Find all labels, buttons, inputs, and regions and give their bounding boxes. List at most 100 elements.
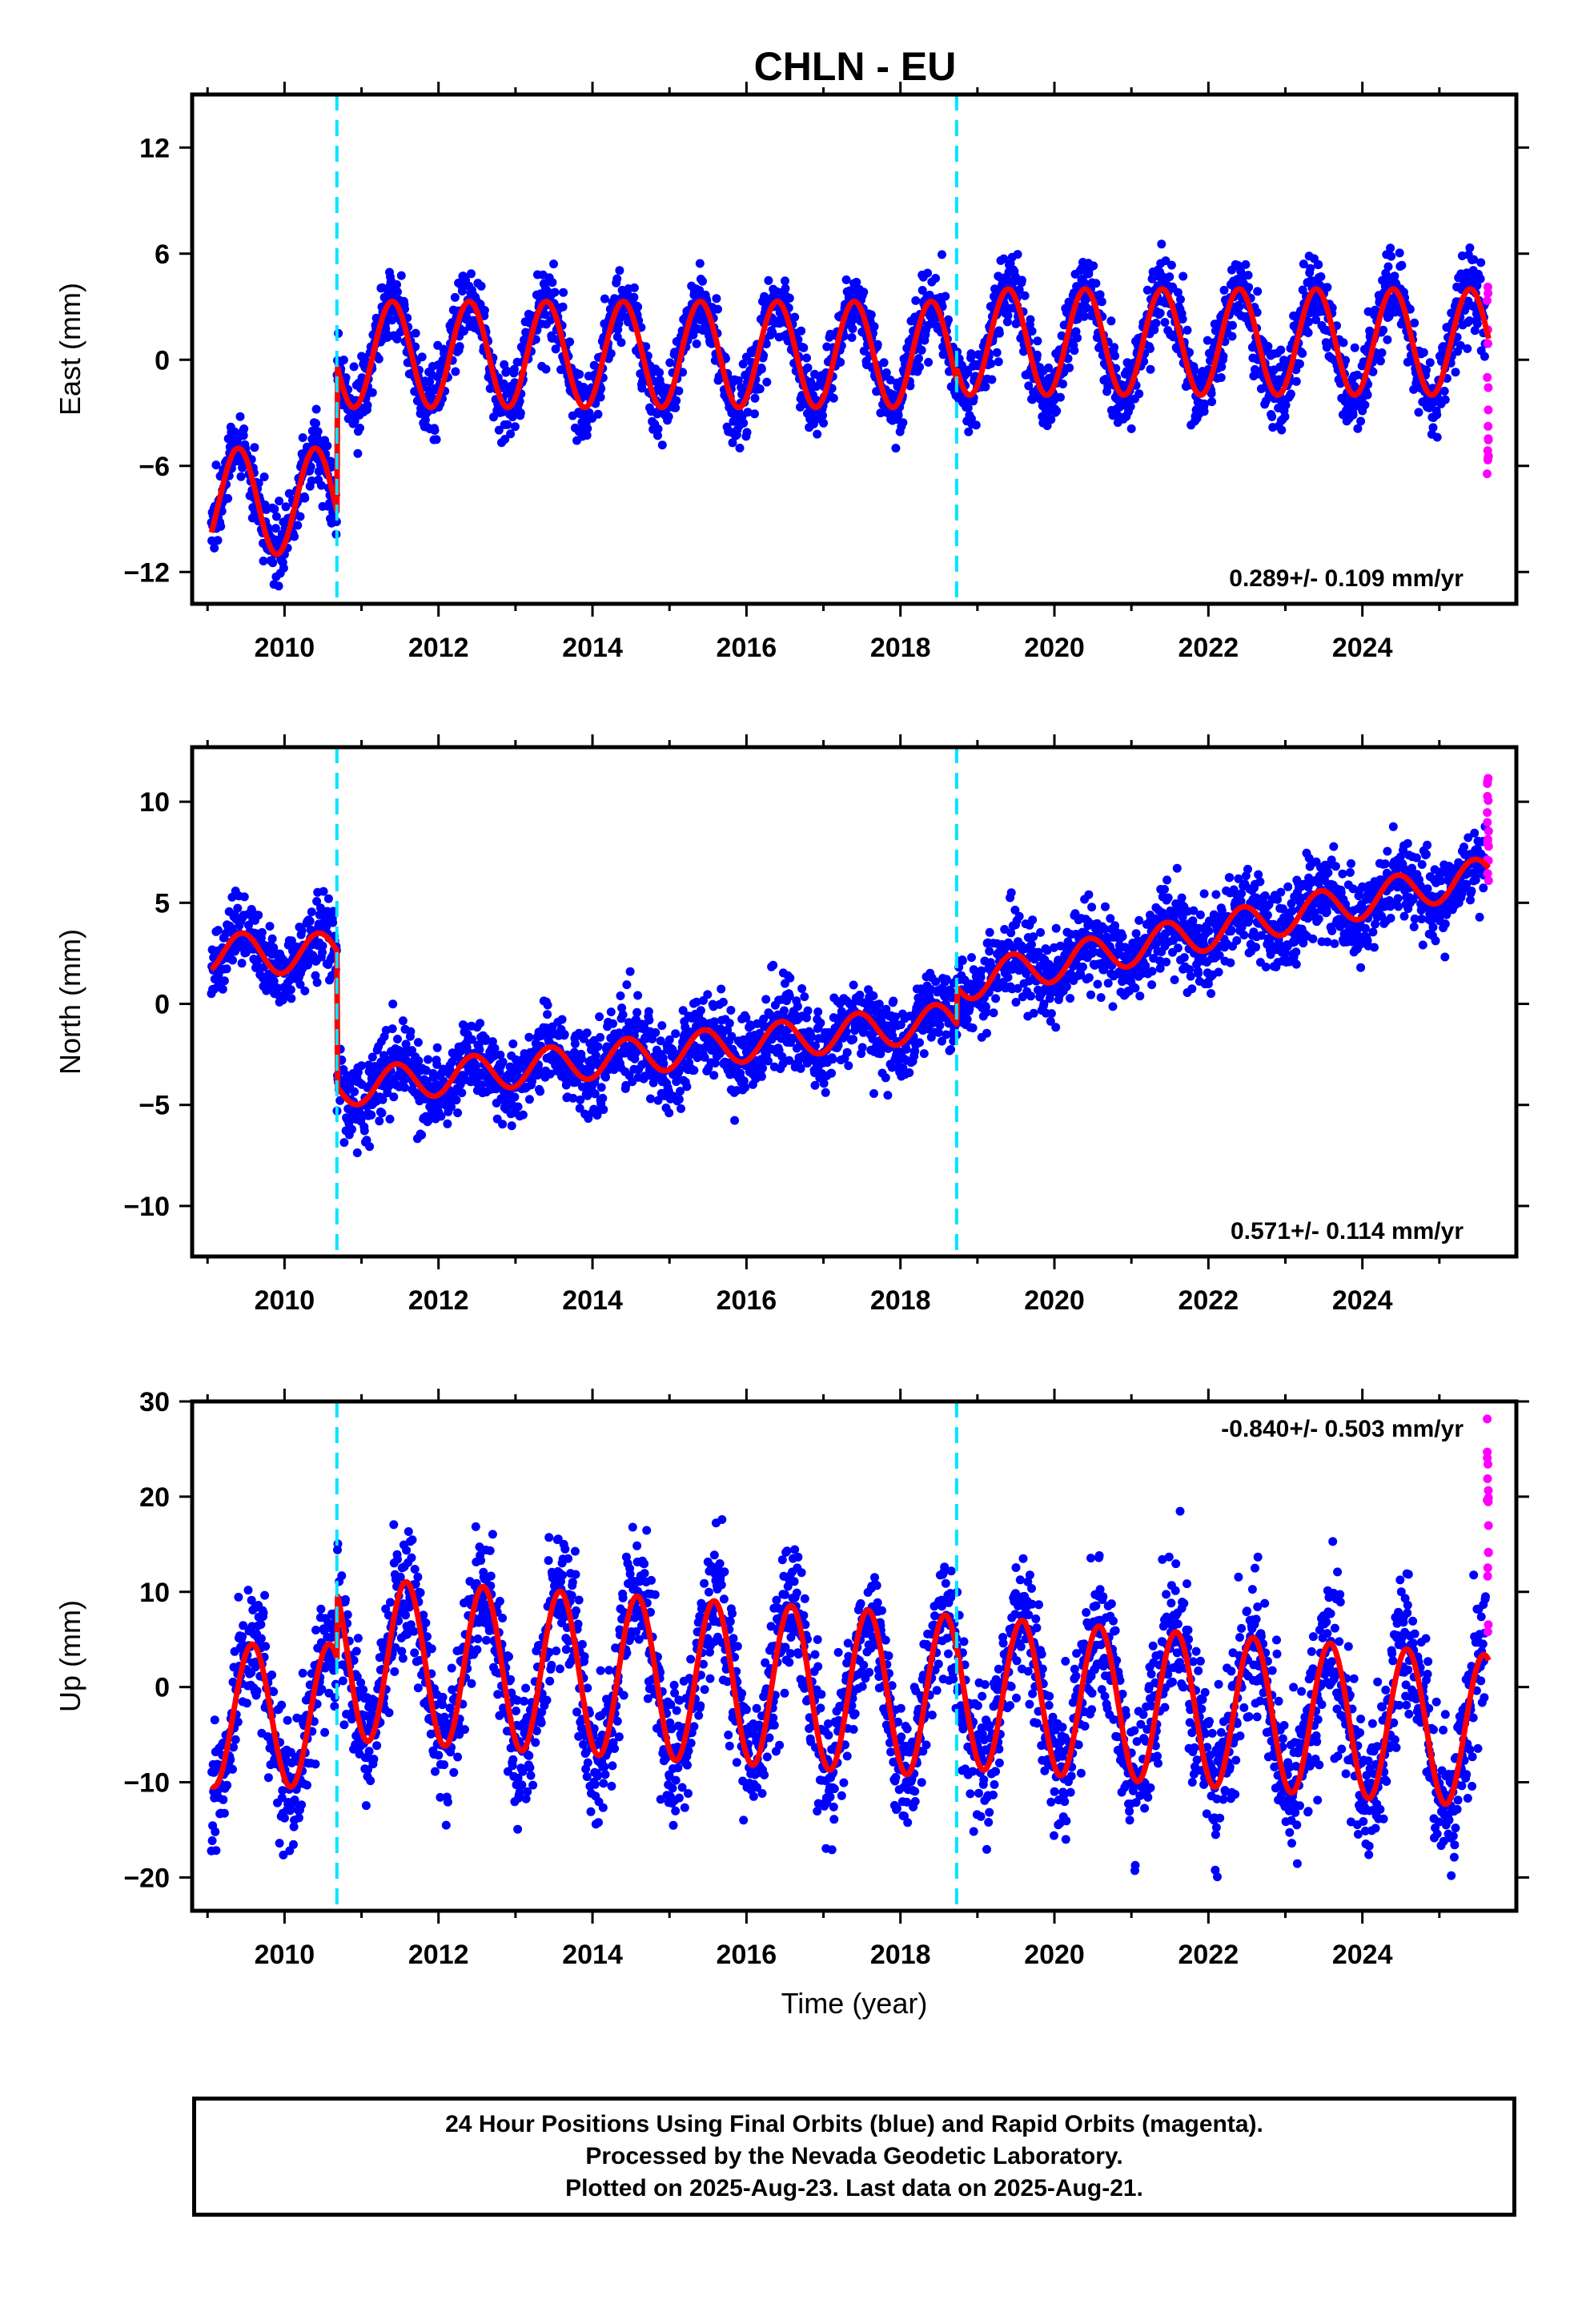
east-final-point <box>1227 332 1237 341</box>
north-final-point <box>816 1018 825 1027</box>
east-final-point <box>1017 275 1026 285</box>
east-final-point <box>502 366 512 376</box>
east-final-point <box>755 384 765 394</box>
east-final-point <box>467 269 476 279</box>
east-final-point <box>971 420 981 430</box>
east-final-point <box>1216 373 1226 382</box>
north-final-point <box>761 995 771 1004</box>
east-x-tick-label: 2020 <box>1024 633 1085 663</box>
east-final-point <box>393 287 402 296</box>
east-final-point <box>1356 416 1366 426</box>
east-final-point <box>813 429 822 439</box>
east-final-point <box>847 333 857 342</box>
east-final-point <box>1097 297 1106 307</box>
east-final-point <box>223 493 233 503</box>
east-final-point <box>1033 336 1042 346</box>
north-final-point <box>967 953 976 963</box>
east-final-point <box>733 376 743 385</box>
north-final-point <box>596 1083 606 1092</box>
north-final-point <box>417 1130 427 1140</box>
east-final-point <box>981 382 990 392</box>
north-final-point <box>785 973 795 983</box>
east-final-point <box>963 368 973 377</box>
east-x-tick-label: 2024 <box>1332 633 1393 663</box>
north-final-point <box>385 1114 395 1124</box>
east-final-point <box>999 254 1009 263</box>
east-final-point <box>848 324 857 333</box>
east-final-point <box>331 517 341 526</box>
east-final-point <box>633 302 643 312</box>
east-final-point <box>1419 348 1428 357</box>
north-final-point <box>849 1035 858 1044</box>
north-final-point <box>237 959 247 968</box>
east-x-tick-label: 2018 <box>870 633 931 663</box>
east-rapid-point <box>1483 372 1492 382</box>
north-final-point <box>400 1083 409 1092</box>
east-final-point <box>750 393 760 403</box>
east-final-point <box>290 532 299 541</box>
east-x-tick-label: 2022 <box>1178 633 1239 663</box>
north-final-point <box>475 1045 484 1055</box>
east-final-point <box>689 330 698 340</box>
east-final-point <box>1386 243 1395 253</box>
east-final-point <box>836 357 845 367</box>
east-final-point <box>1277 425 1287 435</box>
east-y-axis-label: East (mm) <box>54 283 86 416</box>
east-rapid-point <box>1483 469 1492 479</box>
north-final-point <box>881 1073 890 1083</box>
north-final-point <box>498 1057 508 1067</box>
east-final-point <box>692 339 701 348</box>
north-final-point <box>821 1088 830 1097</box>
east-final-point <box>757 364 766 374</box>
north-final-orbit-points <box>207 822 1490 1157</box>
east-final-point <box>1397 260 1407 270</box>
east-final-point <box>1425 358 1435 368</box>
east-final-point <box>672 396 681 405</box>
north-final-point <box>915 1038 924 1047</box>
east-final-point <box>1465 243 1475 252</box>
east-final-point <box>914 354 923 364</box>
east-final-point <box>1027 327 1037 336</box>
east-final-point <box>1422 365 1431 375</box>
east-final-point <box>392 279 401 289</box>
east-final-point <box>1070 346 1079 356</box>
east-final-point <box>300 493 310 503</box>
east-final-point <box>565 337 575 347</box>
east-final-point <box>367 388 377 397</box>
east-final-point <box>1432 432 1442 442</box>
north-final-point <box>265 922 275 931</box>
east-final-point <box>931 274 941 283</box>
east-final-point <box>606 349 616 358</box>
east-final-point <box>1280 412 1290 421</box>
east-final-point <box>540 310 550 320</box>
north-final-point <box>769 960 778 970</box>
north-final-point <box>398 1016 408 1026</box>
north-final-point <box>507 1121 516 1131</box>
north-final-point <box>352 1148 362 1157</box>
east-final-point <box>1323 283 1332 292</box>
east-final-point <box>1058 380 1068 388</box>
east-final-point <box>1383 335 1392 344</box>
east-final-point <box>1079 312 1089 321</box>
east-final-point <box>1219 285 1229 295</box>
east-final-point <box>236 472 246 481</box>
north-final-point <box>758 1063 767 1073</box>
east-final-point <box>503 420 512 429</box>
north-final-point <box>935 1020 945 1030</box>
east-final-point <box>695 286 705 296</box>
east-final-point <box>698 276 707 286</box>
east-final-point <box>430 425 440 435</box>
east-final-point <box>1243 271 1253 280</box>
east-final-point <box>1126 402 1135 412</box>
north-final-point <box>828 1055 837 1064</box>
east-final-point <box>411 328 420 338</box>
east-final-point <box>451 367 460 376</box>
north-final-point <box>696 1006 705 1015</box>
east-final-point <box>917 286 927 295</box>
east-final-point <box>392 334 402 344</box>
east-final-point <box>629 292 639 302</box>
north-final-point <box>962 1015 972 1024</box>
north-final-point <box>318 941 327 951</box>
east-final-point <box>239 424 249 433</box>
east-final-point <box>966 349 976 359</box>
